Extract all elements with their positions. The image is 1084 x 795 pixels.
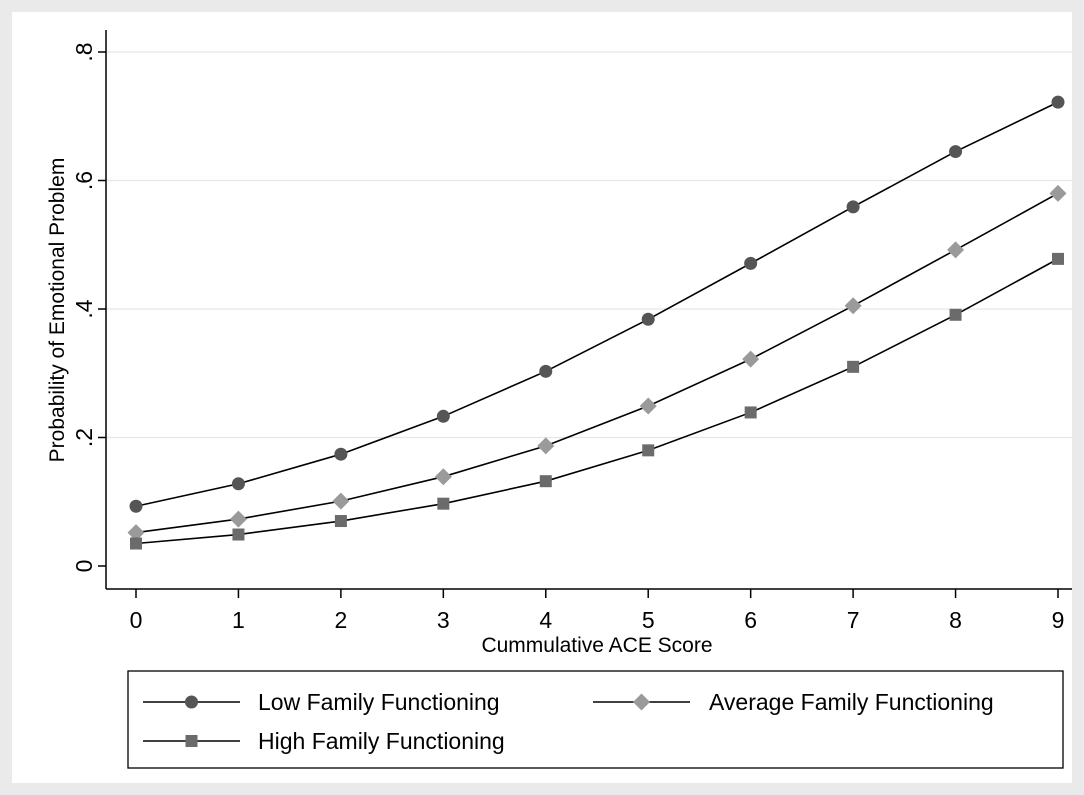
x-tick-label: 2 [334,607,347,633]
y-tick-label: .4 [71,299,97,318]
x-axis-title: Cummulative ACE Score [481,634,712,657]
data-point [130,537,142,550]
x-tick-label: 7 [847,607,860,633]
data-point [537,437,555,455]
data-point [334,447,348,461]
y-tick-label: .2 [71,428,97,447]
data-point [332,492,350,510]
data-point [232,528,245,541]
legend-label: High Family Functioning [258,728,505,754]
data-point [129,499,143,513]
data-point [642,444,655,457]
data-point [539,364,553,378]
legend-marker [633,693,650,711]
data-point [639,397,657,415]
y-tick-label: .6 [71,171,97,190]
data-point [844,297,862,315]
legend-entry: Average Family Functioning [593,689,994,715]
x-tick-label: 3 [437,607,450,633]
x-tick-label: 9 [1052,607,1065,633]
series-square [130,252,1064,550]
plot-region [12,12,1072,783]
data-point [127,524,145,542]
data-point [437,497,450,510]
data-point [847,360,860,373]
data-point [949,308,962,321]
series-circle [129,95,1065,513]
series-line [135,192,1059,534]
data-point [947,241,965,259]
legend-box [127,670,1064,769]
data-point [744,406,757,419]
x-tick-label: 8 [949,607,962,633]
data-point [846,200,860,214]
legend-label: Low Family Functioning [258,689,500,715]
legend: Low Family Functioning Average Family Fun… [127,670,1064,769]
series-line [135,258,1059,545]
y-axis-title: Probability of Emotional Problem [46,158,69,463]
data-point [436,409,450,423]
x-tick-label: 1 [232,607,245,633]
series-diamond [127,184,1067,542]
data-point [231,477,245,491]
data-point [1052,252,1064,265]
legend-entry: High Family Functioning [143,728,505,754]
legend-label: Average Family Functioning [709,689,994,715]
x-tick-label: 6 [744,607,757,633]
gridlines [106,51,1072,439]
x-tick-label: 4 [539,607,552,633]
data-point [334,515,347,528]
data-point [1051,95,1065,109]
legend-marker [185,695,198,709]
legend-entry: Low Family Functioning [143,689,500,715]
y-tick-label: 0 [71,560,97,573]
data-point [742,350,760,368]
data-point [641,312,655,326]
data-point [1049,184,1067,202]
data-point [539,475,552,488]
data-point [434,468,452,486]
data-series [127,95,1067,550]
axes: 0 .2 .4 .6 .8 0 1 2 3 4 5 6 7 8 9 [71,30,1072,633]
x-tick-label: 0 [130,607,143,633]
data-point [744,256,758,270]
data-point [949,145,963,159]
data-point [229,510,247,528]
legend-marker [185,735,198,747]
x-tick-label: 5 [642,607,655,633]
series-line [135,101,1059,508]
y-tick-label: .8 [71,42,97,61]
